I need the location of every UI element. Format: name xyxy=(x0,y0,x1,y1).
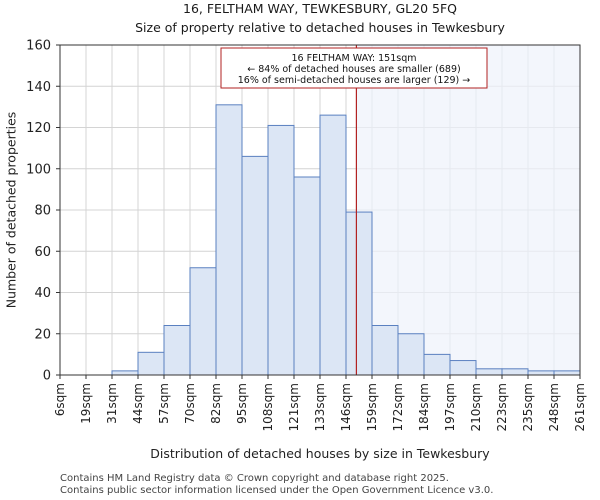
bar xyxy=(241,155,269,376)
x-tick-label: 31sqm xyxy=(105,383,119,424)
larger-region-highlight xyxy=(356,45,580,375)
x-tick-label: 210sqm xyxy=(469,383,483,431)
bar xyxy=(319,114,347,376)
y-tick-label: 40 xyxy=(34,286,51,301)
bar xyxy=(371,325,399,376)
annotation-frame xyxy=(220,47,488,89)
footer-line-1: Contains HM Land Registry data © Crown c… xyxy=(60,473,449,484)
x-tick-label: 159sqm xyxy=(365,383,379,431)
x-tick-label: 223sqm xyxy=(495,383,509,431)
x-tick-label: 133sqm xyxy=(313,383,327,431)
bar xyxy=(111,370,139,376)
y-tick-label: 140 xyxy=(26,80,51,95)
y-axis-ticks: 0 20 40 60 80 100 120 140 160 xyxy=(26,39,60,384)
bar xyxy=(267,124,295,376)
x-tick-label: 82sqm xyxy=(209,383,223,424)
bars xyxy=(111,104,581,376)
annotation-line-2: ← 84% of detached houses are smaller (68… xyxy=(247,64,460,75)
bar xyxy=(501,368,529,376)
annotation-line-1: 16 FELTHAM WAY: 151sqm xyxy=(292,53,417,64)
x-tick-label: 172sqm xyxy=(391,383,405,431)
x-tick-label: 57sqm xyxy=(157,383,171,424)
x-tick-label: 146sqm xyxy=(339,383,353,431)
bar xyxy=(163,325,191,376)
bar xyxy=(137,351,165,376)
y-tick-label: 20 xyxy=(34,327,51,342)
x-tick-label: 108sqm xyxy=(261,383,275,431)
x-tick-label: 44sqm xyxy=(131,383,145,424)
y-tick-label: 160 xyxy=(26,39,51,54)
annotation-line-3: 16% of semi-detached houses are larger (… xyxy=(238,75,471,86)
bar xyxy=(423,353,451,376)
x-tick-label: 235sqm xyxy=(521,383,535,431)
bar xyxy=(189,267,217,376)
x-tick-label: 70sqm xyxy=(183,383,197,424)
x-tick-label: 248sqm xyxy=(547,383,561,431)
bar xyxy=(215,104,243,376)
x-axis-ticks: 6sqm 19sqm 31sqm 44sqm 57sqm 70sqm 82sqm 95sqm 1… xyxy=(53,375,587,431)
bar xyxy=(475,368,503,376)
chart-subtitle: Size of property relative to detached ho… xyxy=(135,20,505,35)
x-tick-label: 6sqm xyxy=(53,383,67,416)
bar xyxy=(345,211,373,376)
y-tick-label: 120 xyxy=(26,121,51,136)
x-tick-label: 121sqm xyxy=(287,383,301,431)
bar xyxy=(293,176,321,376)
bar xyxy=(397,333,425,376)
y-tick-label: 80 xyxy=(34,204,51,219)
x-tick-label: 19sqm xyxy=(79,383,93,424)
bar xyxy=(527,370,555,376)
x-tick-label: 197sqm xyxy=(443,383,457,431)
y-tick-label: 100 xyxy=(26,162,51,177)
y-axis-label: Number of detached properties xyxy=(4,112,19,309)
bar xyxy=(449,360,477,376)
footer-line-2: Contains public sector information licen… xyxy=(60,485,494,496)
x-axis-label: Distribution of detached houses by size … xyxy=(150,446,490,461)
x-tick-label: 261sqm xyxy=(573,383,587,431)
y-tick-label: 0 xyxy=(43,369,51,384)
annotation-box: 16 FELTHAM WAY: 151sqm ← 84% of detached… xyxy=(220,47,488,89)
chart-title: 16, FELTHAM WAY, TEWKESBURY, GL20 5FQ xyxy=(183,1,457,16)
x-tick-label: 95sqm xyxy=(235,383,249,424)
y-tick-label: 60 xyxy=(34,245,51,260)
bar xyxy=(553,370,581,376)
x-tick-label: 184sqm xyxy=(417,383,431,431)
